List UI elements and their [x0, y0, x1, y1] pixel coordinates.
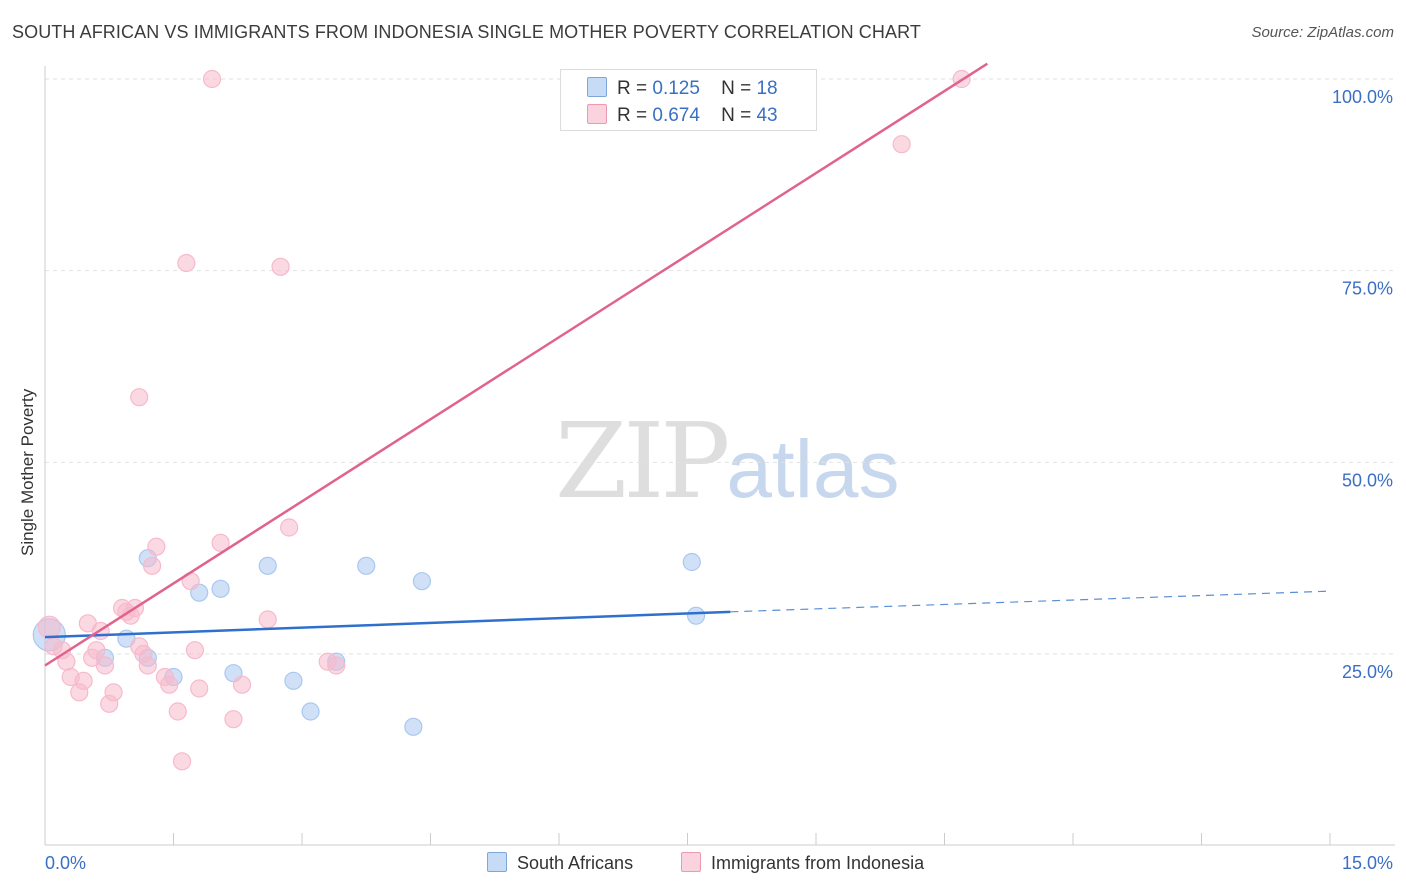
point-south-africans-17	[686, 606, 706, 625]
point-indonesia-26	[172, 752, 192, 771]
watermark-zip: ZIP	[555, 400, 730, 522]
y-tick-label-75: 75.0%	[1342, 279, 1393, 299]
y-axis-label: Single Mother Poverty	[18, 388, 37, 556]
watermark-atlas: atlas	[726, 424, 900, 515]
trend-line-south-africans	[44, 610, 731, 639]
point-indonesia-36	[271, 257, 290, 276]
point-south-africans-16	[682, 552, 701, 572]
legend-n-value-1: 18	[756, 78, 778, 99]
source-label: Source: ZipAtlas.com	[1251, 24, 1394, 41]
legend-n-label-1: N =	[721, 78, 752, 99]
point-indonesia-42	[130, 637, 149, 656]
trend-line-indonesia	[44, 62, 989, 667]
point-indonesia-21	[142, 556, 162, 575]
legend-swatch-pink	[587, 104, 607, 124]
point-indonesia-22	[147, 537, 166, 556]
point-indonesia-9	[87, 641, 106, 660]
legend-n-value-2: 43	[756, 105, 778, 126]
legend-r-value-2: 0.674	[652, 105, 700, 126]
y-tick-label-50: 50.0%	[1342, 470, 1393, 490]
legend-swatch-indonesia	[681, 852, 701, 872]
legend-label-indonesia: Immigrants from Indonesia	[711, 853, 925, 873]
legend-r-label-2: R =	[617, 105, 648, 126]
point-indonesia-34	[232, 675, 252, 694]
point-indonesia-27	[177, 253, 196, 273]
point-indonesia-6	[74, 671, 93, 690]
legend-item-south-africans: South Africans	[487, 852, 633, 874]
point-indonesia-33	[224, 710, 243, 729]
legend-row-south-africans: R = 0.125 N = 18	[587, 77, 778, 99]
point-indonesia-29	[185, 641, 205, 660]
point-indonesia-39	[327, 656, 346, 675]
point-indonesia-11	[95, 656, 115, 675]
legend-n-label-2: N =	[721, 105, 752, 126]
point-indonesia-30	[190, 679, 209, 698]
point-indonesia-25	[168, 702, 187, 721]
point-indonesia-32	[211, 533, 230, 552]
legend-swatch-south-africans	[487, 852, 507, 872]
point-south-africans-7	[211, 579, 230, 598]
point-indonesia-40	[892, 135, 911, 154]
point-indonesia-18	[130, 388, 149, 407]
legend-swatch-blue	[587, 77, 607, 97]
legend-label-south-africans: South Africans	[517, 853, 634, 873]
y-tick-label-100: 100.0%	[1332, 87, 1393, 107]
y-tick-label-25: 25.0%	[1342, 662, 1393, 682]
point-indonesia-31	[202, 69, 222, 89]
legend-row-indonesia: R = 0.674 N = 43	[587, 104, 778, 126]
watermark: ZIPatlas	[555, 400, 900, 522]
point-south-africans-15	[412, 572, 432, 591]
point-indonesia-13	[104, 683, 123, 702]
point-south-africans-14	[404, 717, 423, 736]
point-indonesia-24	[160, 675, 179, 694]
legend-r-label-1: R =	[617, 78, 648, 99]
point-south-africans-9	[258, 556, 277, 575]
legend-item-indonesia: Immigrants from Indonesia	[681, 852, 924, 874]
point-indonesia-35	[258, 610, 277, 629]
point-south-africans-11	[301, 702, 320, 721]
correlation-legend: R = 0.125 N = 18 R = 0.674 N = 43	[560, 69, 817, 131]
series-legend: South Africans Immigrants from Indonesia	[0, 852, 1406, 878]
legend-r-value-1: 0.125	[652, 78, 700, 99]
point-indonesia-37	[280, 518, 299, 537]
x-tick-label-max: 15.0%	[1342, 853, 1393, 873]
point-indonesia-20	[138, 656, 157, 675]
chart-title: SOUTH AFRICAN VS IMMIGRANTS FROM INDONES…	[12, 22, 921, 42]
trend-line-south-africans-extension	[730, 590, 1331, 613]
point-south-africans-10	[284, 671, 303, 690]
x-tick-label-min: 0.0%	[45, 853, 86, 873]
point-indonesia-0	[37, 615, 61, 639]
point-south-africans-13	[357, 556, 376, 575]
